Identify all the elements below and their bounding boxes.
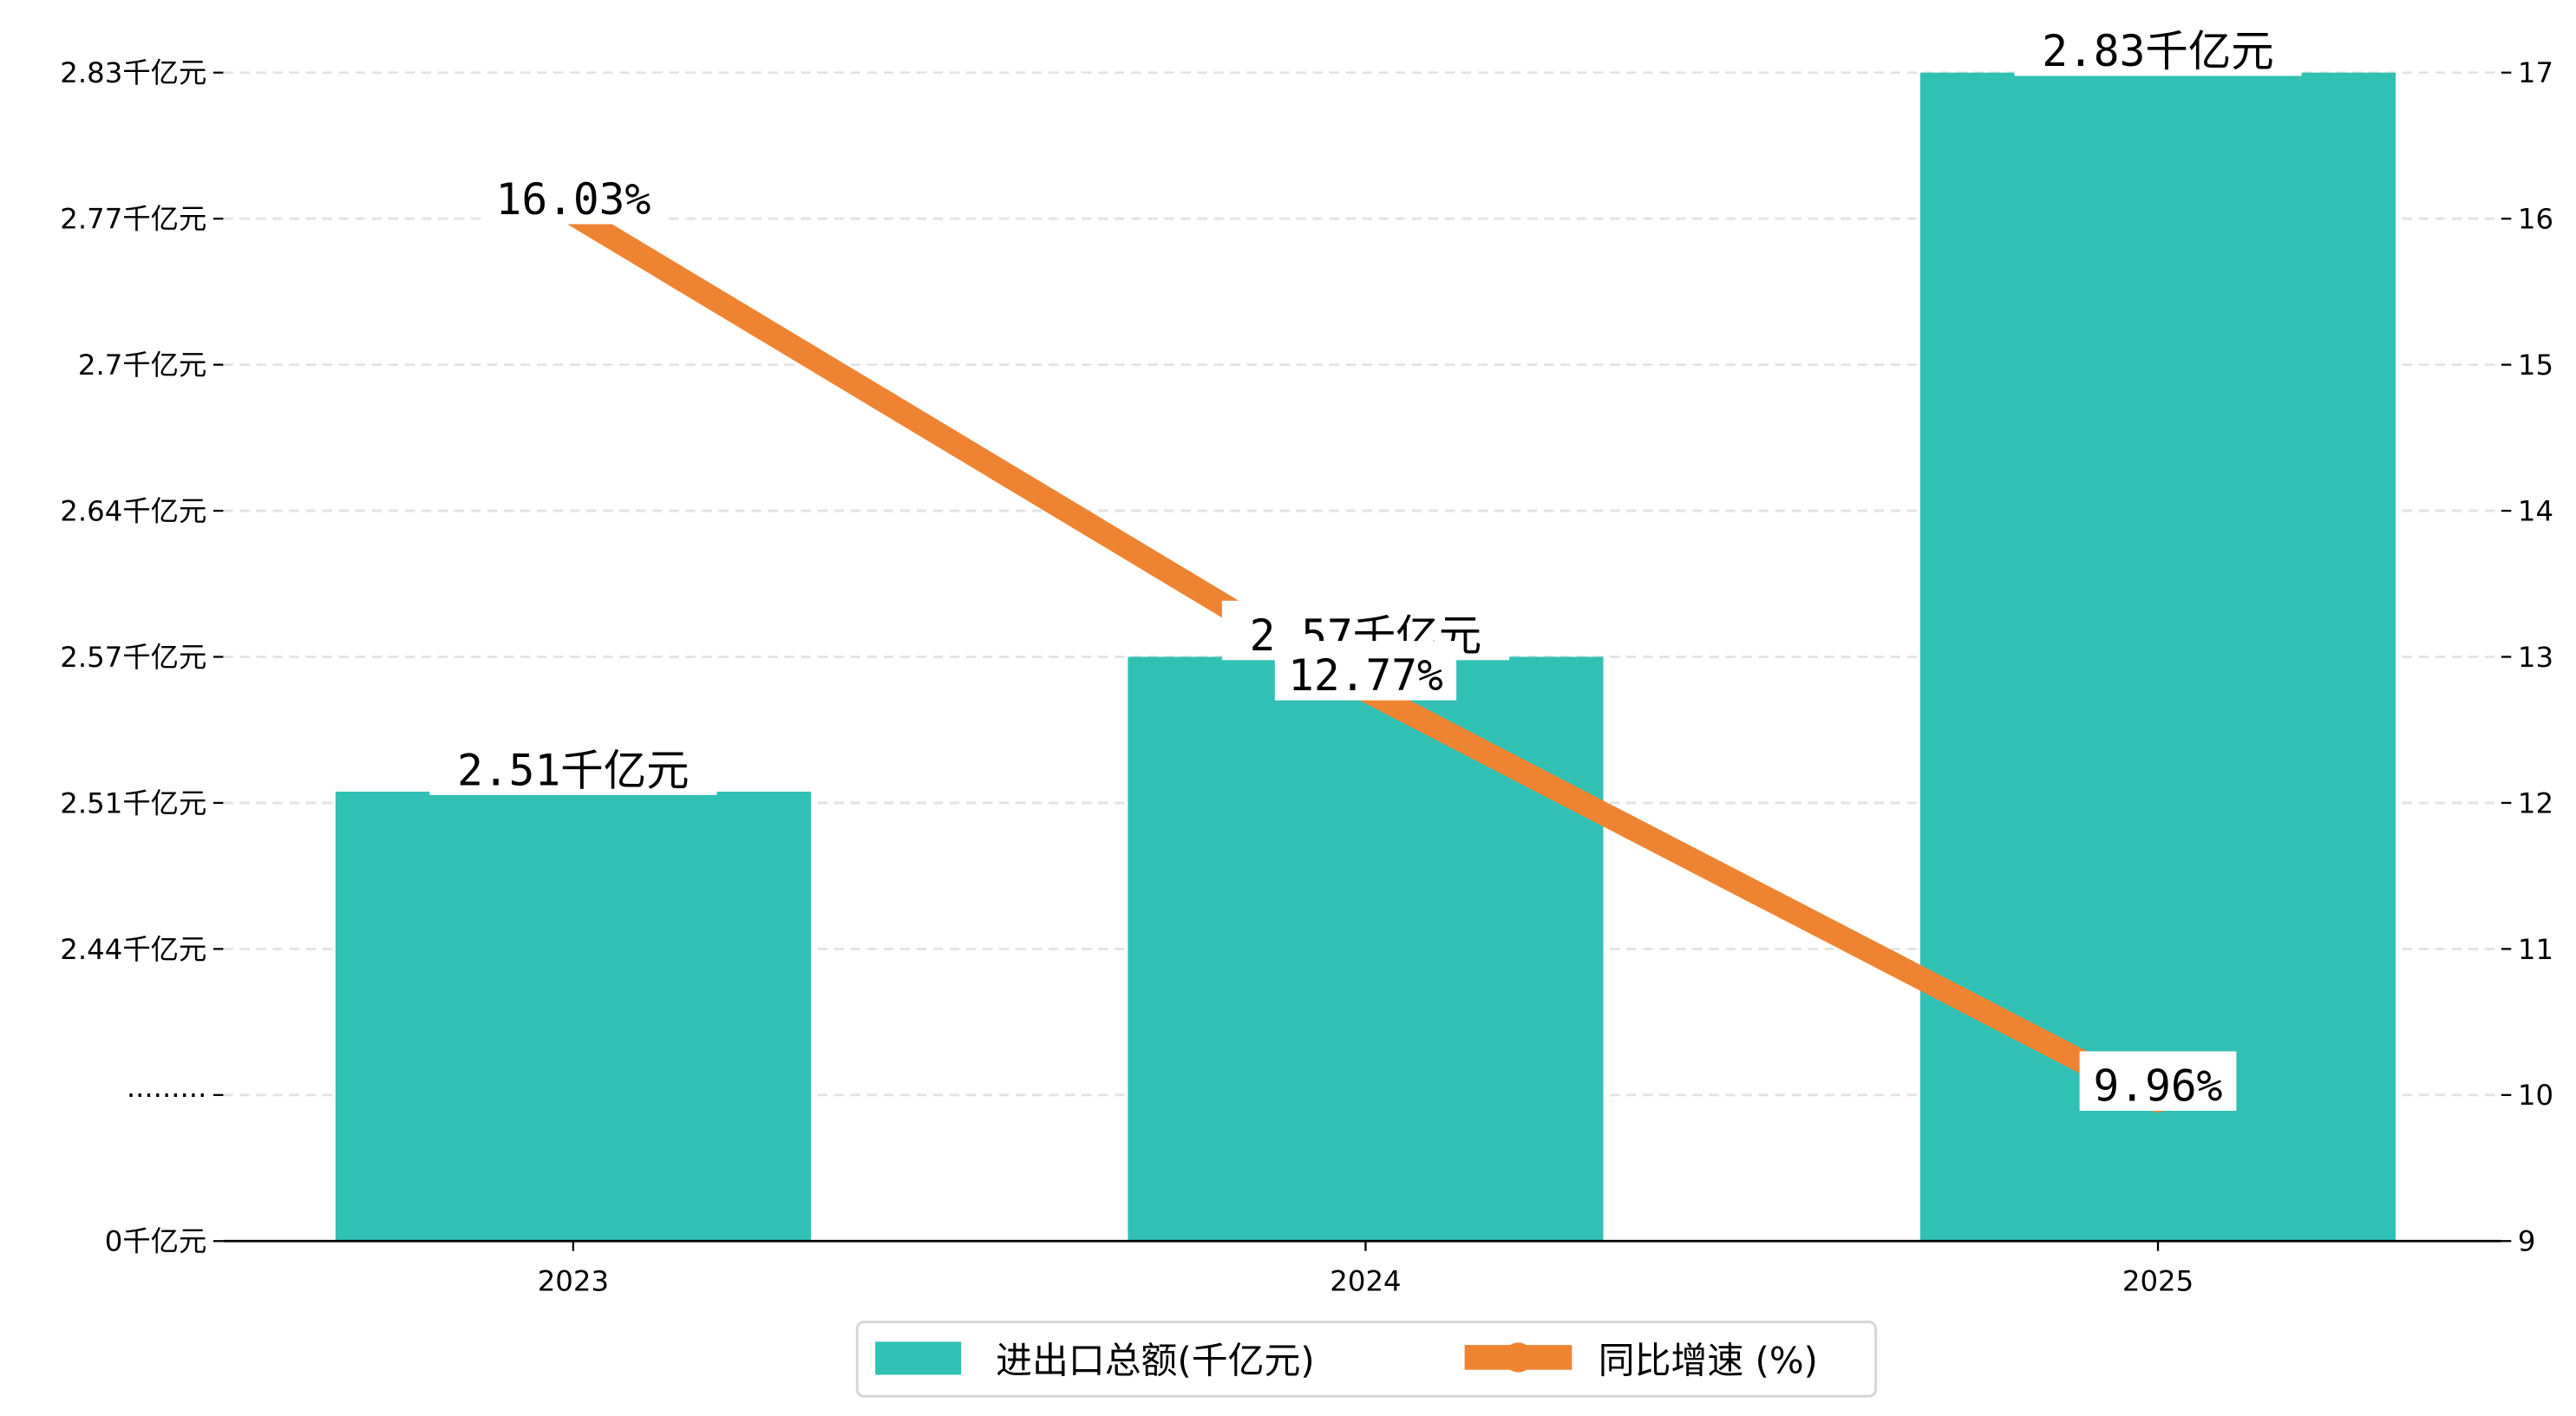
bar-value-label: 2.51千亿元 <box>457 745 690 795</box>
growth-value-label: 9.96% <box>2094 1061 2223 1112</box>
bar-value-label: 2.83千亿元 <box>2042 26 2274 76</box>
left-tick-label: 0千亿元 <box>105 1225 207 1258</box>
left-tick-label: 2.57千亿元 <box>60 641 206 674</box>
legend-label-bar: 进出口总额(千亿元) <box>996 1340 1315 1382</box>
right-tick-label: 12 <box>2518 786 2553 819</box>
right-tick-label: 9 <box>2518 1225 2536 1258</box>
right-tick-label: 16 <box>2518 203 2553 236</box>
left-tick-label: 2.7千亿元 <box>78 349 206 382</box>
right-tick-label: 14 <box>2518 494 2553 527</box>
right-tick-label: 13 <box>2518 641 2553 674</box>
x-tick-label: 2024 <box>1330 1264 1401 1297</box>
x-tick-label: 2023 <box>538 1264 609 1297</box>
bar-2024 <box>1128 656 1604 1242</box>
axes: 2.83千亿元 2.77千亿元 2.7千亿元 2.64千亿元 2.57千亿元 2.51千亿… <box>60 56 2553 1297</box>
bar-value-label-bg <box>2014 16 2302 76</box>
left-tick-label: 2.64千亿元 <box>60 494 206 527</box>
legend-swatch-bar <box>875 1341 962 1375</box>
growth-value-label-bg <box>1274 641 1457 701</box>
right-tick-label: 10 <box>2518 1079 2553 1112</box>
bar-2025 <box>1919 72 2396 1242</box>
growth-value-label: 12.77% <box>1288 650 1443 701</box>
bar-2023 <box>335 791 811 1242</box>
left-tick-label: 2.51千亿元 <box>60 786 206 819</box>
legend: 进出口总额(千亿元) 同比增速 (%) <box>855 1321 1877 1398</box>
right-tick-label: 11 <box>2518 933 2553 966</box>
bar-value-label-bg <box>429 735 717 795</box>
right-tick-label: 17 <box>2518 56 2553 89</box>
left-tick-label: ········· <box>127 1079 207 1112</box>
legend-marker-line <box>1503 1342 1533 1373</box>
left-tick-label: 2.77千亿元 <box>60 203 206 236</box>
left-tick-label: 2.44千亿元 <box>60 933 206 966</box>
growth-value-label: 16.03% <box>496 174 651 225</box>
left-tick-label: 2.83千亿元 <box>60 56 206 89</box>
bars <box>335 72 2396 1242</box>
x-tick-label: 2025 <box>2122 1264 2194 1297</box>
legend-box <box>855 1321 1877 1398</box>
growth-value-label-bg <box>482 165 664 225</box>
legend-label-line: 同比增速 (%) <box>1599 1340 1818 1382</box>
growth-value-label-bg <box>2079 1051 2237 1111</box>
right-tick-label: 15 <box>2518 349 2553 382</box>
